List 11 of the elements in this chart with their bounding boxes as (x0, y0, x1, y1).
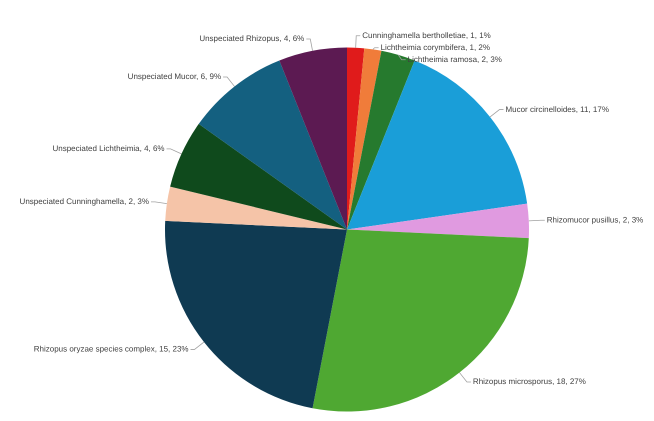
slice-label: Unspeciated Rhizopus, 4, 6% (199, 34, 304, 44)
slice-label: Lichtheimia ramosa, 2, 3% (408, 54, 502, 64)
slice-label: Unspeciated Mucor, 6, 9% (128, 72, 222, 82)
slice-label: Mucor circinelloides, 11, 17% (505, 104, 609, 114)
slice-label: Unspeciated Cunninghamella, 2, 3% (20, 197, 149, 206)
slice-label: Unspeciated Lichtheimia, 4, 6% (52, 144, 165, 154)
slice-label: Cunninghamella bertholletiae, 1, 1% (362, 30, 491, 40)
slice-label: Rhizomucor pusillus, 2, 3% (546, 215, 644, 224)
slice-label: Rhizopus oryzae species complex, 15, 23% (34, 344, 189, 354)
slice-label: Rhizopus microsporus, 18, 27% (472, 377, 586, 386)
slice-label: Lichtheimia corymbifera, 1, 2% (380, 42, 490, 52)
